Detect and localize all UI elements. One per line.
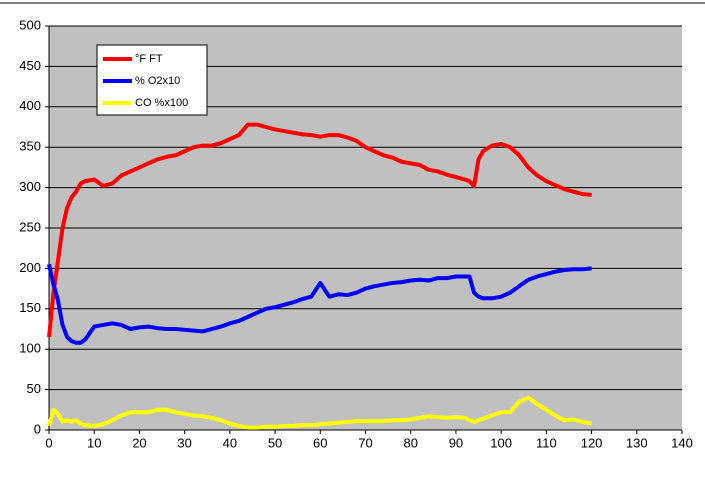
x-tick-label: 100	[490, 435, 512, 450]
y-tick-label: 450	[19, 58, 41, 73]
x-tick-label: 30	[177, 435, 191, 450]
x-tick-label: 120	[581, 435, 603, 450]
y-tick-label: 250	[19, 219, 41, 234]
x-tick-label: 40	[223, 435, 237, 450]
legend-label: % O2x10	[135, 75, 180, 87]
y-tick-label: 350	[19, 139, 41, 154]
y-tick-label: 500	[19, 17, 41, 32]
x-tick-label: 10	[87, 435, 101, 450]
series-line	[47, 395, 592, 430]
series-line	[47, 263, 592, 345]
y-tick-label: 400	[19, 98, 41, 113]
x-tick-label: 130	[626, 435, 648, 450]
y-tick-label: 150	[19, 300, 41, 315]
legend: °F FT % O2x10 CO %x100	[96, 44, 208, 116]
legend-label: °F FT	[135, 53, 163, 65]
x-tick-label: 50	[268, 435, 282, 450]
y-tick-label: 200	[19, 260, 41, 275]
legend-label: CO %x100	[135, 97, 188, 109]
y-tick-label: 100	[19, 341, 41, 356]
series-line	[47, 122, 592, 338]
y-tick-label: 50	[27, 381, 41, 396]
x-tick-label: 0	[45, 435, 52, 450]
x-tick-label: 70	[358, 435, 372, 450]
x-tick-label: 20	[132, 435, 146, 450]
x-tick-label: 80	[403, 435, 417, 450]
x-tick-label: 90	[449, 435, 463, 450]
x-tick-label: 60	[313, 435, 327, 450]
y-tick-label: 0	[34, 421, 41, 436]
x-tick-label: 110	[536, 435, 557, 450]
x-tick-label: 140	[671, 435, 693, 450]
y-tick-label: 300	[19, 179, 41, 194]
